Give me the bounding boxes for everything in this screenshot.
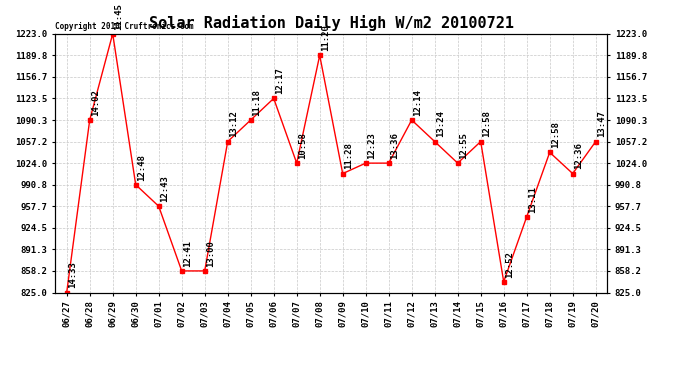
Text: 12:52: 12:52 (505, 251, 514, 278)
Text: 11:28: 11:28 (344, 142, 353, 170)
Text: 11:45: 11:45 (114, 3, 123, 30)
Text: 12:58: 12:58 (482, 111, 491, 137)
Text: Copyright 2010 Cruftronics.com: Copyright 2010 Cruftronics.com (55, 22, 194, 31)
Text: 12:55: 12:55 (459, 132, 468, 159)
Text: 12:43: 12:43 (160, 175, 169, 202)
Title: Solar Radiation Daily High W/m2 20100721: Solar Radiation Daily High W/m2 20100721 (149, 15, 513, 31)
Text: 13:24: 13:24 (436, 111, 445, 137)
Text: 14:02: 14:02 (91, 89, 100, 116)
Text: 12:14: 12:14 (413, 89, 422, 116)
Text: 13:00: 13:00 (206, 240, 215, 267)
Text: 14:33: 14:33 (68, 261, 77, 288)
Text: 10:58: 10:58 (298, 132, 307, 159)
Text: 12:58: 12:58 (551, 121, 560, 148)
Text: 12:23: 12:23 (367, 132, 376, 159)
Text: 11:20: 11:20 (321, 24, 330, 51)
Text: 12:48: 12:48 (137, 154, 146, 180)
Text: 11:18: 11:18 (252, 89, 261, 116)
Text: 13:36: 13:36 (390, 132, 399, 159)
Text: 12:36: 12:36 (574, 142, 583, 170)
Text: 13:47: 13:47 (597, 111, 606, 137)
Text: 13:12: 13:12 (229, 111, 238, 137)
Text: 13:11: 13:11 (528, 186, 537, 213)
Text: 12:17: 12:17 (275, 68, 284, 94)
Text: 12:41: 12:41 (183, 240, 192, 267)
